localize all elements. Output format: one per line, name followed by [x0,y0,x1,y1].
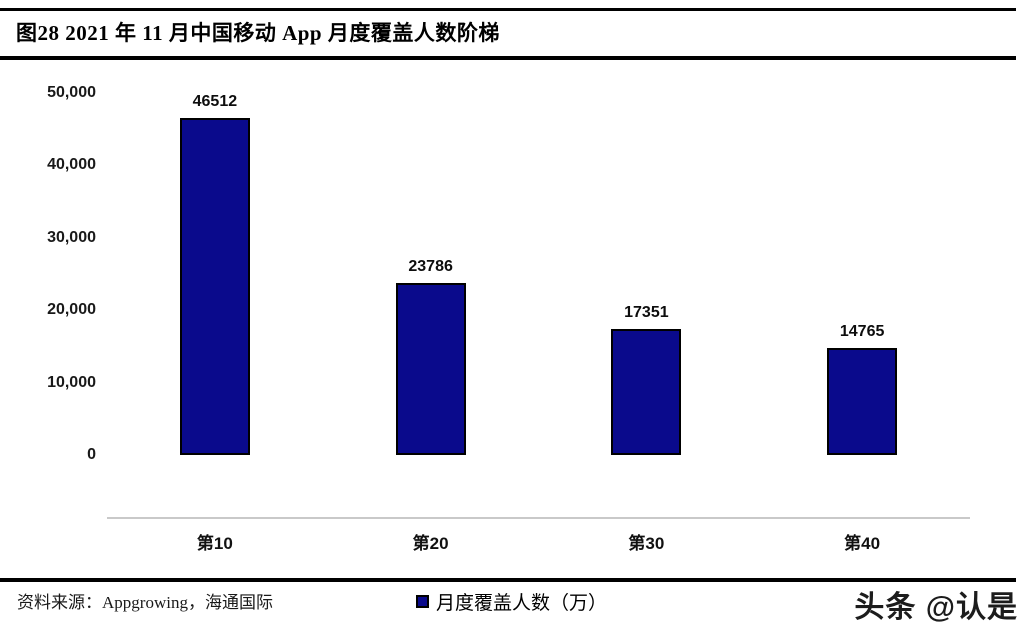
title-underline-rule [0,56,1016,60]
category-label: 第10 [196,534,233,553]
ytick-label: 0 [87,446,96,463]
top-rule [0,8,1016,11]
bar-value-label: 23786 [408,257,453,275]
bar [827,348,898,455]
bar-chart: 0 10,000 20,000 30,000 40,000 50,000 46512 第10 2… [0,64,1027,614]
watermark: 头条 @认是 [854,591,1018,624]
bar [179,118,250,455]
category-label: 第20 [412,534,449,553]
ytick-label: 20,000 [47,301,96,319]
bar [395,282,466,455]
bar-value-label: 46512 [192,93,238,111]
ytick-label: 10,000 [47,373,96,391]
chart-legend: 月度覆盖人数（万） [416,588,607,615]
x-axis-line [107,517,970,519]
plot-area: 0 10,000 20,000 30,000 40,000 50,000 46512 第10 2… [0,64,1027,564]
source-note: 资料来源：Appgrowing，海通国际 [17,593,273,612]
bar [611,329,682,455]
ytick-label: 50,000 [47,84,96,101]
category-label: 第30 [628,534,665,553]
ytick-label: 30,000 [47,228,96,246]
legend-swatch-icon [416,595,429,608]
bar-value-label: 14765 [839,323,885,341]
category-label: 第40 [844,534,881,553]
legend-label: 月度覆盖人数（万） [436,593,608,614]
figure-title: 图28 2021 年 11 月中国移动 App 月度覆盖人数阶梯 [16,21,500,45]
bar-value-label: 17351 [624,304,669,322]
ytick-label: 40,000 [47,156,96,174]
footer-rule [0,578,1016,582]
